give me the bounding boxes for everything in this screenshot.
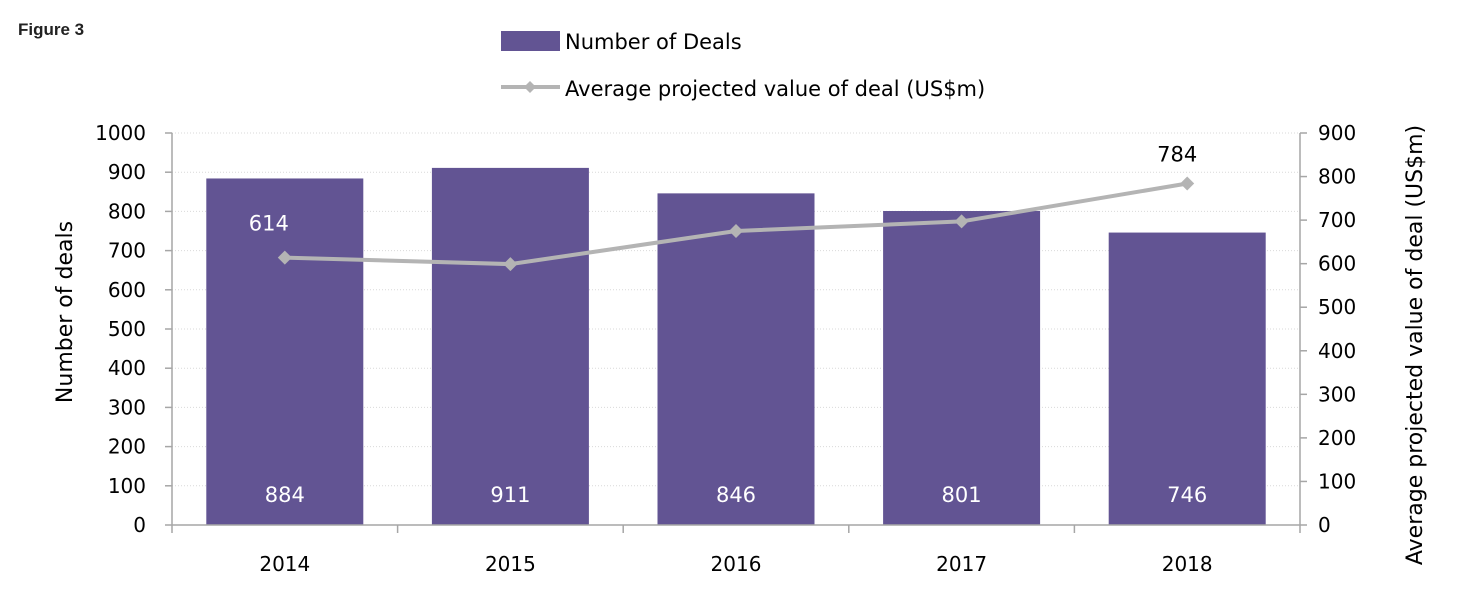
bar-data-label: 746	[1167, 483, 1207, 507]
line-point-diamond-icon	[729, 224, 743, 238]
y-tick-label: 200	[108, 435, 146, 459]
figure-label: Figure 3	[18, 20, 85, 39]
y2-tick-label: 800	[1318, 165, 1356, 189]
y-tick-label: 1000	[95, 121, 146, 145]
bar-data-label: 846	[716, 483, 756, 507]
legend-label-line: Average projected value of deal (US$m)	[565, 77, 985, 101]
line-data-label: 614	[249, 212, 289, 236]
line-point-diamond-icon	[503, 257, 518, 272]
bar	[206, 178, 364, 526]
line-point-diamond-icon	[277, 250, 292, 265]
legend-diamond-marker-icon	[524, 81, 536, 93]
y-tick-label: 300	[108, 395, 146, 419]
x-tick-label: 2016	[711, 552, 762, 576]
bar-data-label: 801	[942, 483, 982, 507]
x-tick-label: 2018	[1162, 552, 1213, 576]
y2-tick-label: 500	[1318, 295, 1356, 319]
legend-label-bars: Number of Deals	[565, 30, 742, 54]
bar-data-label: 884	[265, 483, 305, 507]
y-tick-label: 700	[108, 239, 146, 263]
bar	[1108, 232, 1266, 525]
x-tick-label: 2014	[259, 552, 310, 576]
y-tick-label: 900	[108, 160, 146, 184]
y2-tick-label: 0	[1318, 513, 1331, 537]
legend-bar-swatch	[501, 31, 560, 51]
y2-tick-label: 900	[1318, 121, 1356, 145]
bar-data-label: 911	[490, 483, 530, 507]
x-tick-label: 2015	[485, 552, 536, 576]
line-point-diamond-icon	[1180, 176, 1195, 191]
x-tick-label: 2017	[936, 552, 987, 576]
y-tick-label: 400	[108, 356, 146, 380]
legend: Number of Deals Average projected value …	[501, 30, 985, 101]
line-data-label: 784	[1157, 143, 1197, 167]
y-axis-title: Number of deals	[53, 221, 78, 403]
y-tick-label: 100	[108, 474, 146, 498]
axes: 2014 2015 2016 2017 2018 0 100 200 300 400 500 600 7…	[95, 121, 1356, 576]
line-point-diamond-icon	[954, 214, 969, 229]
bar	[431, 167, 589, 525]
y2-tick-label: 600	[1318, 252, 1356, 276]
y2-tick-label: 100	[1318, 469, 1356, 493]
line-series: 614 784	[249, 143, 1197, 272]
y-tick-label: 600	[108, 278, 146, 302]
y-tick-label: 800	[108, 199, 146, 223]
bar	[883, 211, 1041, 525]
y-tick-label: 500	[108, 317, 146, 341]
bar-series: 884 911 846 801 746	[206, 167, 1266, 526]
y2-tick-label: 300	[1318, 382, 1356, 406]
y2-axis-title: Average projected value of deal (US$m)	[1403, 125, 1428, 565]
y-tick-label: 0	[133, 513, 146, 537]
y2-tick-label: 700	[1318, 208, 1356, 232]
bar	[657, 193, 815, 526]
y2-tick-label: 200	[1318, 426, 1356, 450]
y2-tick-label: 400	[1318, 339, 1356, 363]
